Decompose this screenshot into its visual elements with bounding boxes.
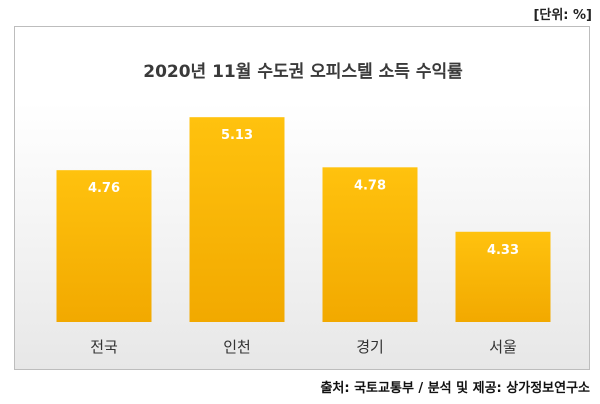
category-label: 경기 bbox=[356, 338, 384, 356]
bar-value-label: 4.76 bbox=[88, 181, 120, 196]
bar-value-label: 5.13 bbox=[221, 128, 253, 143]
bars-layer: 4.76 전국 5.13 인천 4.78 경기 4.33 서울 bbox=[56, 117, 551, 356]
category-label: 서울 bbox=[489, 338, 517, 356]
bar-value-label: 4.33 bbox=[487, 243, 519, 258]
category-label: 인천 bbox=[223, 338, 251, 356]
bar-3 bbox=[455, 231, 551, 322]
source-note: 출처: 국토교통부 / 분석 및 제공: 상가정보연구소 bbox=[320, 381, 590, 396]
bar-1 bbox=[189, 117, 285, 322]
unit-label: [단위: %] bbox=[533, 8, 592, 23]
category-label: 전국 bbox=[90, 338, 118, 356]
chart-title: 2020년 11월 수도권 오피스텔 소득 수익률 bbox=[143, 62, 463, 82]
bar-value-label: 4.78 bbox=[354, 178, 386, 193]
bar-0 bbox=[56, 170, 152, 322]
bar-2 bbox=[322, 167, 418, 322]
